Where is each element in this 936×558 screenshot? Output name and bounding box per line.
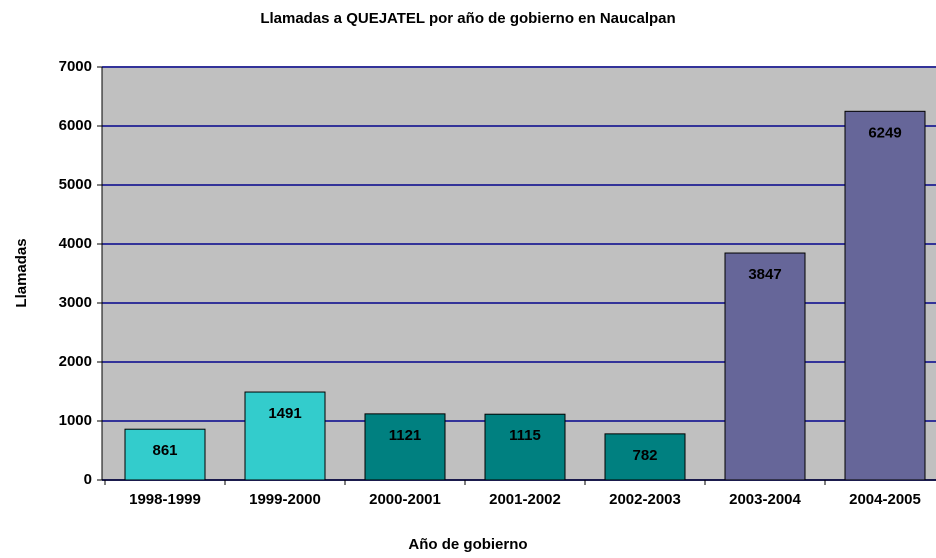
chart-title: Llamadas a QUEJATEL por año de gobierno … bbox=[260, 10, 675, 27]
data-label: 6249 bbox=[868, 124, 901, 141]
bar bbox=[244, 391, 326, 481]
x-tick-label: 2000-2001 bbox=[369, 491, 441, 508]
x-tick-label: 2001-2002 bbox=[489, 491, 561, 508]
y-tick-label: 6000 bbox=[59, 117, 92, 134]
x-tick-label: 2003-2004 bbox=[729, 491, 801, 508]
data-label: 3847 bbox=[748, 266, 781, 283]
y-tick-label: 5000 bbox=[59, 176, 92, 193]
x-tick-label: 2004-2005 bbox=[849, 491, 921, 508]
y-tick-label: 2000 bbox=[59, 353, 92, 370]
bar bbox=[124, 428, 206, 481]
bar bbox=[844, 110, 926, 481]
data-label: 1121 bbox=[389, 427, 422, 444]
x-tick-label: 2002-2003 bbox=[609, 491, 681, 508]
data-label: 782 bbox=[632, 447, 657, 464]
y-tick-label: 1000 bbox=[59, 412, 92, 429]
y-axis-title: Llamadas bbox=[13, 238, 30, 307]
y-tick-label: 4000 bbox=[59, 235, 92, 252]
bar bbox=[484, 413, 566, 481]
bar bbox=[604, 433, 686, 481]
data-label: 1115 bbox=[509, 427, 541, 444]
bar bbox=[364, 413, 446, 481]
data-label: 1491 bbox=[268, 405, 301, 422]
x-tick-label: 1998-1999 bbox=[129, 491, 201, 508]
y-tick-label: 3000 bbox=[59, 294, 92, 311]
x-axis-title: Año de gobierno bbox=[408, 536, 527, 553]
data-label: 861 bbox=[152, 442, 177, 459]
x-tick-label: 1999-2000 bbox=[249, 491, 321, 508]
bar bbox=[724, 252, 806, 481]
y-tick-label: 7000 bbox=[59, 58, 92, 75]
y-tick-label: 0 bbox=[84, 471, 92, 488]
